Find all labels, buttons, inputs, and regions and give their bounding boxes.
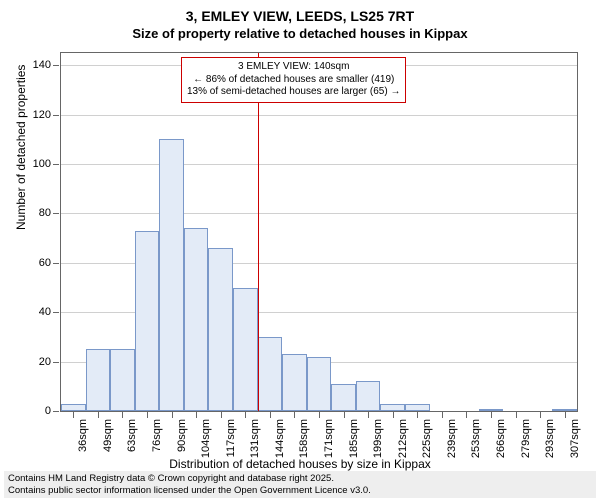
x-tick-label: 239sqm [446,419,458,458]
histogram-bar [380,404,405,411]
x-axis-title: Distribution of detached houses by size … [0,457,600,471]
histogram-bar [135,231,160,411]
x-tick [565,412,566,418]
x-tick-label: 36sqm [77,419,89,452]
y-tick [53,213,59,214]
y-tick-label: 0 [45,405,51,417]
x-tick [368,412,369,418]
y-tick [53,115,59,116]
x-tick [491,412,492,418]
histogram-bar [356,381,381,411]
y-tick-label: 20 [39,356,51,368]
x-tick-label: 131sqm [249,419,261,458]
histogram-bar [479,409,504,411]
x-tick-label: 63sqm [126,419,138,452]
y-tick-label: 40 [39,306,51,318]
x-tick-label: 104sqm [200,419,212,458]
histogram-bar [110,349,135,411]
x-tick-label: 76sqm [151,419,163,452]
histogram-bar [208,248,233,411]
histogram-bar [233,288,258,411]
y-tick-label: 120 [33,109,51,121]
x-tick [73,412,74,418]
annotation-box: 3 EMLEY VIEW: 140sqm← 86% of detached ho… [181,57,406,103]
y-tick-label: 60 [39,257,51,269]
histogram-bar [331,384,356,411]
y-tick-label: 140 [33,59,51,71]
histogram-bar [159,139,184,411]
histogram-bar [86,349,111,411]
x-tick [98,412,99,418]
reference-line [258,53,259,411]
x-tick-label: 293sqm [544,419,556,458]
histogram-bar [552,409,577,411]
histogram-bar [61,404,86,411]
x-tick [245,412,246,418]
x-tick-label: 225sqm [421,419,433,458]
x-tick-label: 49sqm [102,419,114,452]
y-tick-label: 100 [33,158,51,170]
x-tick [516,412,517,418]
grid-line [61,213,577,214]
y-tick [53,164,59,165]
y-tick [53,411,59,412]
y-tick [53,312,59,313]
histogram-bar [307,357,332,411]
footer-line-2: Contains public sector information licen… [8,485,592,496]
x-tick [270,412,271,418]
y-tick [53,362,59,363]
y-tick [53,263,59,264]
x-tick [294,412,295,418]
y-axis-title: Number of detached properties [14,65,28,230]
chart-container: 3, EMLEY VIEW, LEEDS, LS25 7RT Size of p… [0,0,600,500]
y-tick-label: 80 [39,207,51,219]
x-tick [196,412,197,418]
x-tick [147,412,148,418]
x-tick [319,412,320,418]
x-tick [442,412,443,418]
x-tick-label: 266sqm [495,419,507,458]
x-tick-label: 307sqm [569,419,581,458]
x-tick-label: 144sqm [274,419,286,458]
x-tick-label: 212sqm [397,419,409,458]
footer-line-1: Contains HM Land Registry data © Crown c… [8,473,592,484]
x-tick-label: 171sqm [323,419,335,458]
histogram-bar [405,404,430,411]
x-tick-label: 279sqm [520,419,532,458]
grid-line [61,115,577,116]
annotation-line: 13% of semi-detached houses are larger (… [187,86,400,99]
annotation-line: ← 86% of detached houses are smaller (41… [187,74,400,87]
x-tick [540,412,541,418]
x-tick [417,412,418,418]
x-tick [122,412,123,418]
histogram-bar [258,337,283,411]
x-tick-label: 185sqm [348,419,360,458]
x-tick [393,412,394,418]
x-tick-label: 117sqm [225,419,237,457]
plot-area: 02040608010012014036sqm49sqm63sqm76sqm90… [60,52,578,412]
histogram-bar [282,354,307,411]
chart-title-main: 3, EMLEY VIEW, LEEDS, LS25 7RT [0,0,600,24]
histogram-bar [184,228,209,411]
x-tick [344,412,345,418]
annotation-line: 3 EMLEY VIEW: 140sqm [187,61,400,74]
x-tick-label: 158sqm [298,419,310,458]
x-tick-label: 199sqm [372,419,384,458]
y-tick [53,65,59,66]
chart-title-sub: Size of property relative to detached ho… [0,24,600,45]
x-tick-label: 253sqm [470,419,482,458]
grid-line [61,164,577,165]
x-tick [466,412,467,418]
x-tick [172,412,173,418]
x-tick [221,412,222,418]
footer-attribution: Contains HM Land Registry data © Crown c… [4,471,596,498]
x-tick-label: 90sqm [176,419,188,452]
